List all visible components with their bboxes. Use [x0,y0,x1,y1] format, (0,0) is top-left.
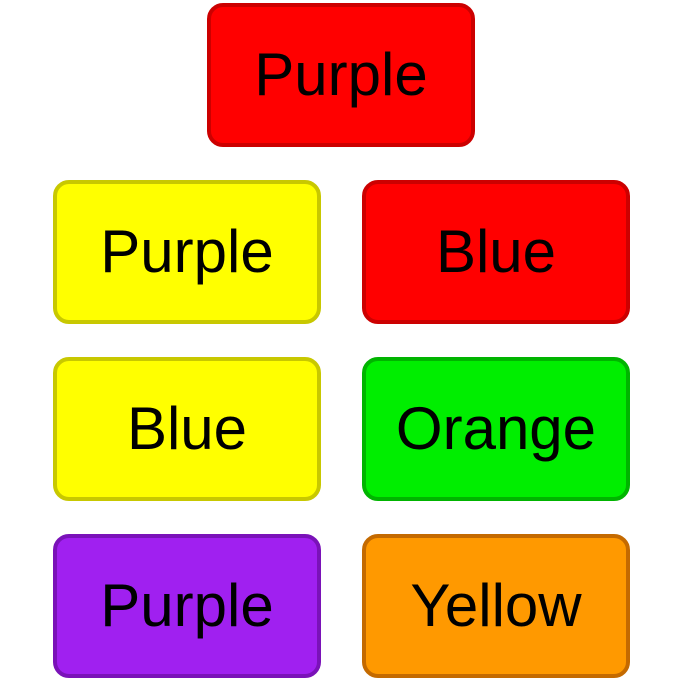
option-card-6[interactable]: Yellow [362,534,630,678]
option-label-1: Purple [100,218,274,285]
target-word-label: Purple [254,41,428,108]
option-card-4[interactable]: Orange [362,357,630,501]
option-label-6: Yellow [410,572,582,639]
option-card-3[interactable]: Blue [53,357,321,501]
option-label-5: Purple [100,572,274,639]
option-label-2: Blue [435,218,557,285]
option-card-5[interactable]: Purple [53,534,321,678]
option-card-2[interactable]: Blue [362,180,630,324]
target-word-card[interactable]: Purple [207,3,475,147]
option-label-4: Orange [395,395,597,462]
option-card-1[interactable]: Purple [53,180,321,324]
option-label-3: Blue [126,395,248,462]
